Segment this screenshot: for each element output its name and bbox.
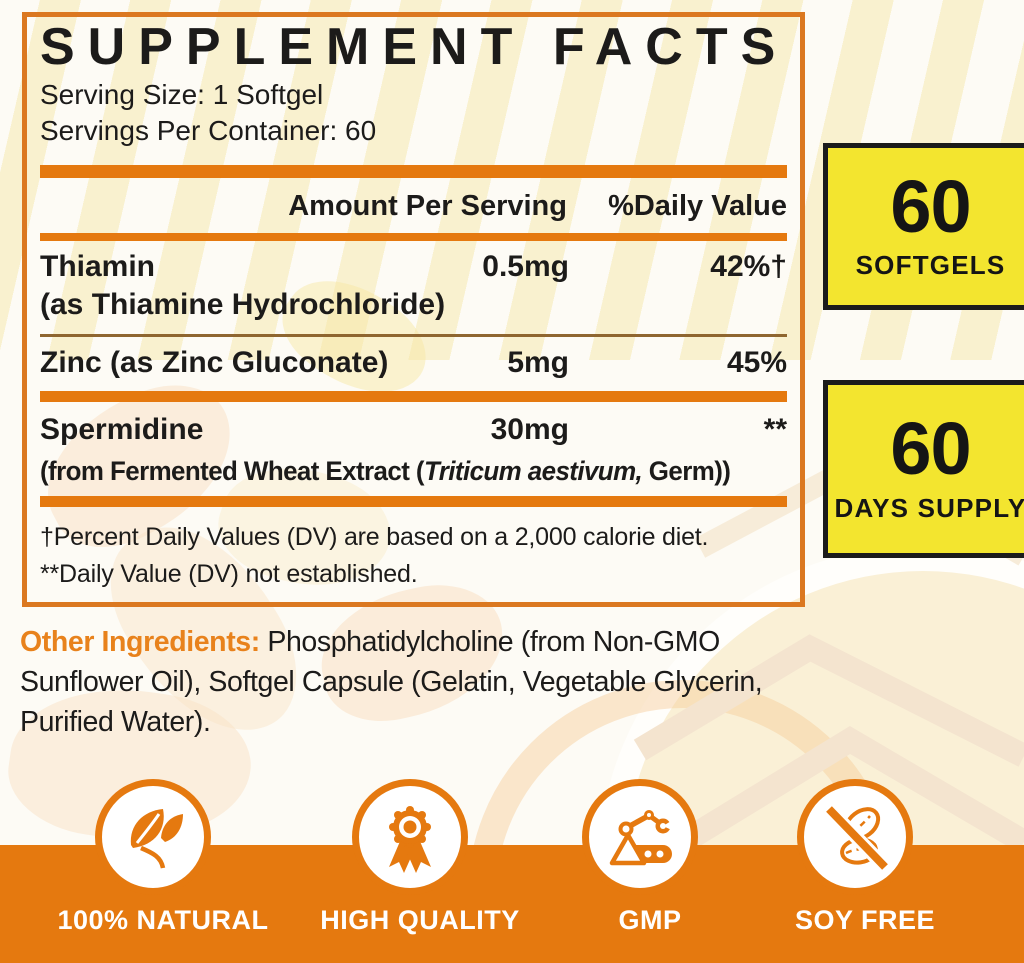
softgels-count-badge: 60 SOFTGELS: [823, 143, 1024, 310]
soy-free-icon: [823, 804, 891, 872]
panel-title: SUPPLEMENT FACTS: [40, 18, 789, 76]
feature-label-natural: 100% NATURAL: [57, 905, 269, 935]
footnote-daily-value: †Percent Daily Values (DV) are based on …: [40, 523, 709, 551]
servings-per-container: Servings Per Container: 60: [40, 115, 377, 146]
softgels-count: 60: [890, 164, 971, 248]
days-supply-count: 60: [890, 407, 971, 491]
soy-free-feature-circle: [797, 779, 913, 895]
award-icon: [389, 806, 431, 873]
ingredient-dv: 45%: [726, 346, 787, 379]
other-ingredients-label: Other Ingredients:: [20, 626, 260, 658]
days-supply-badge: 60 DAYS SUPPLY: [823, 380, 1024, 558]
softgels-label: SOFTGELS: [855, 250, 1006, 281]
column-daily-value: %Daily Value: [608, 190, 787, 222]
ingredient-dv: 42%†: [710, 250, 787, 283]
divider-bar: [40, 496, 787, 507]
ingredient-subtext: (from Fermented Wheat Extract (Triticum …: [40, 454, 757, 488]
ingredient-name: Spermidine: [40, 413, 204, 446]
leaf-icon: [130, 809, 183, 869]
divider-rule: [40, 334, 787, 337]
table-header: Amount Per Serving %Daily Value: [40, 189, 787, 223]
other-ingredients-text: Phosphatidylcholine (from Non-GMO Sunflo…: [20, 626, 763, 738]
divider-bar: [40, 165, 787, 178]
ingredient-name: Thiamin: [40, 250, 156, 283]
subtext-prefix: (from Fermented Wheat Extract (: [40, 456, 425, 486]
table-row: Thiamin 0.5mg 42%†: [40, 250, 787, 284]
ingredient-amount: 0.5mg: [482, 250, 569, 283]
supplement-facts-panel: SUPPLEMENT FACTS Serving Size: 1 Softgel…: [22, 12, 805, 607]
ingredient-dv: **: [763, 413, 787, 446]
days-supply-label: DAYS SUPPLY: [834, 492, 1024, 523]
divider-bar: [40, 391, 787, 402]
other-ingredients: Other Ingredients: Phosphatidylcholine (…: [20, 622, 844, 742]
table-row: Zinc (as Zinc Gluconate) 5mg 45%: [40, 346, 787, 380]
factory-robot-icon: [609, 810, 676, 866]
ingredient-amount: 30mg: [490, 413, 569, 446]
natural-feature-circle: [95, 779, 211, 895]
table-row: Spermidine 30mg **: [40, 413, 787, 447]
subtext-suffix: Germ)): [642, 456, 731, 486]
ingredient-amount: 5mg: [507, 346, 569, 379]
column-amount-per-serving: Amount Per Serving: [288, 190, 567, 222]
feature-label-soy-free: SOY FREE: [794, 905, 936, 935]
feature-label-quality: HIGH QUALITY: [320, 905, 520, 935]
serving-size: Serving Size: 1 Softgel: [40, 79, 324, 110]
subtext-latin-name: Triticum aestivum,: [423, 456, 643, 486]
ingredient-subtext: (as Thiamine Hydrochloride): [40, 288, 446, 321]
gmp-feature-circle: [582, 779, 698, 895]
feature-label-gmp: GMP: [618, 905, 682, 935]
quality-feature-circle: [352, 779, 468, 895]
ingredient-name: Zinc (as Zinc Gluconate): [40, 346, 389, 379]
divider-bar: [40, 233, 787, 241]
footnote-not-established: **Daily Value (DV) not established.: [40, 560, 418, 588]
